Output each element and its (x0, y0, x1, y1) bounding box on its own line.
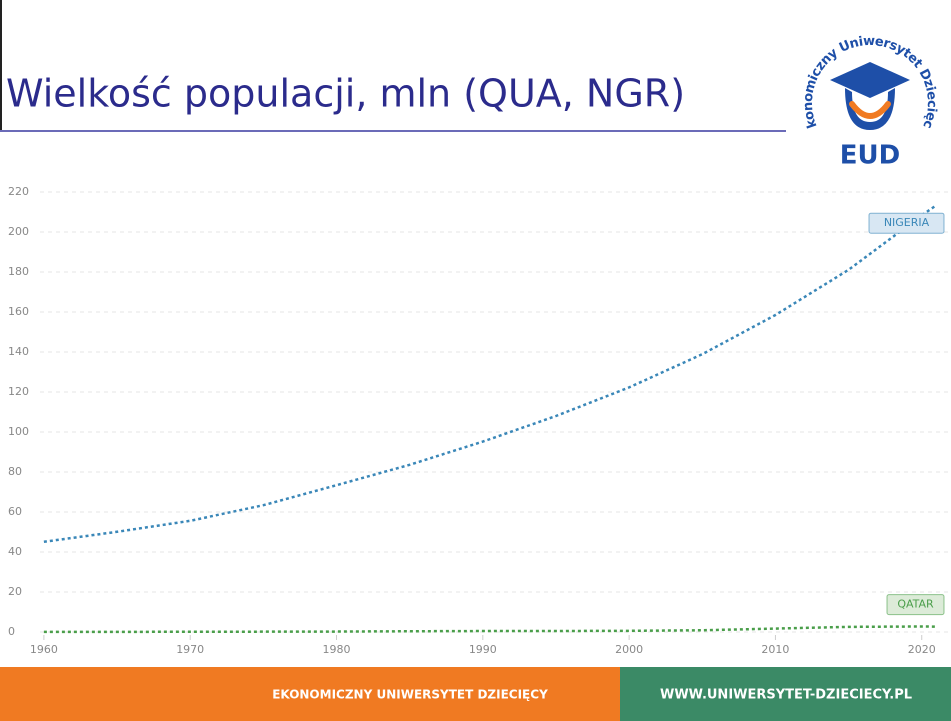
footer-right-bar (620, 667, 951, 721)
logo-smile (849, 101, 891, 119)
series-label-box (868, 212, 945, 234)
y-tick-label: 80 (8, 465, 22, 478)
series-line (43, 204, 938, 544)
footer-left-text: EKONOMICZNY UNIWERSYTET DZIECIĘCY (272, 688, 548, 702)
x-tick-label: 2000 (615, 643, 643, 656)
x-tick-label: 2020 (908, 643, 936, 656)
y-tick-label: 140 (8, 345, 29, 358)
y-tick-label: 60 (8, 505, 22, 518)
footer-left-bar (0, 667, 620, 721)
series-label: QATAR (897, 598, 934, 611)
y-tick-label: 160 (8, 305, 29, 318)
y-tick-label: 180 (8, 265, 29, 278)
y-tick-label: 40 (8, 545, 22, 558)
logo-cap (830, 62, 910, 98)
series-line (43, 625, 937, 634)
series-label: NIGERIA (884, 216, 930, 229)
slide-title: Wielkość populacji, mln (QUA, NGR) (6, 72, 685, 116)
y-tick-label: 100 (8, 425, 29, 438)
series-label-box (886, 594, 945, 616)
x-tick-label: 1990 (469, 643, 497, 656)
footer-right-text: WWW.UNIWERSYTET-DZIECIECY.PL (660, 688, 912, 703)
y-tick-label: 200 (8, 225, 29, 238)
y-tick-label: 220 (8, 185, 29, 198)
x-tick-label: 1960 (30, 643, 58, 656)
y-tick-label: 120 (8, 385, 29, 398)
x-tick-label: 2010 (761, 643, 789, 656)
x-tick-label: 1980 (323, 643, 351, 656)
logo-face (845, 88, 895, 130)
x-tick-label: 1970 (176, 643, 204, 656)
plot: 0 20 40 60 80 100 120 140 160 180 200 220 1960 1970 19… (8, 185, 951, 656)
logo-letters: EUD (840, 141, 900, 171)
y-tick-label: 0 (8, 625, 15, 638)
y-tick-label: 20 (8, 585, 22, 598)
